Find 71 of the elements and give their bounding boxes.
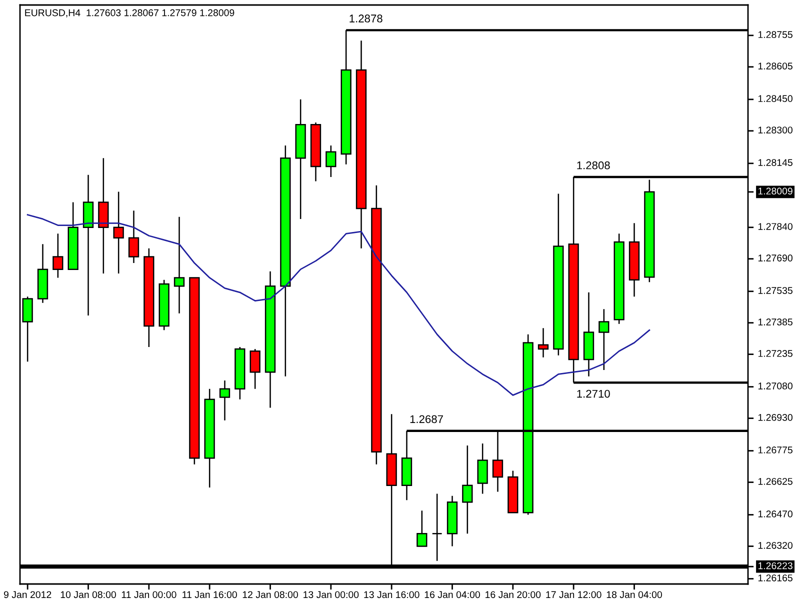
candlestick xyxy=(113,191,124,274)
candlestick xyxy=(158,279,170,331)
candlestick xyxy=(204,388,215,488)
y-tick-label: 1.26223 xyxy=(758,562,792,570)
candlestick xyxy=(432,493,442,562)
y-tick-label: 1.26470 xyxy=(758,510,792,518)
y-tick-label: 1.27535 xyxy=(758,287,792,294)
candlestick xyxy=(310,122,322,182)
candlestick xyxy=(219,380,230,421)
candlestick xyxy=(326,144,336,178)
candlestick xyxy=(174,216,185,314)
y-tick-label: 1.28009 xyxy=(758,188,792,195)
y-tick-label: 1.26320 xyxy=(758,542,792,549)
x-tick-label: 13 Jan 16:00 xyxy=(364,591,420,598)
y-tick-label: 1.28605 xyxy=(758,62,792,70)
y-tick-label: 1.26775 xyxy=(758,446,792,454)
candlestick xyxy=(598,308,610,371)
y-tick-label: 1.27235 xyxy=(758,350,792,357)
ref-line-label: 1.2878 xyxy=(350,14,382,22)
x-tick-label: 17 Jan 12:00 xyxy=(546,591,602,598)
y-tick-label: 1.26165 xyxy=(758,574,792,582)
chart-title: EURUSD,H4 1.27603 1.28067 1.27579 1.28009 xyxy=(25,9,234,18)
candlestick xyxy=(628,222,640,298)
x-tick-label: 11 Jan 16:00 xyxy=(182,591,237,598)
candlestick xyxy=(98,158,109,274)
candlestick xyxy=(295,98,306,220)
candlestick xyxy=(462,444,473,534)
x-tick-label: 12 Jan 08:00 xyxy=(242,591,298,598)
candlestick xyxy=(234,346,246,400)
y-tick-label: 1.26930 xyxy=(758,414,792,421)
ref-line-label: 1.2687 xyxy=(410,415,443,424)
candlestick xyxy=(68,202,78,270)
candlestick xyxy=(553,193,564,356)
candlestick xyxy=(583,292,594,377)
candlestick xyxy=(280,144,291,377)
x-tick-label: 16 Jan 04:00 xyxy=(424,591,480,598)
candlestick xyxy=(22,296,33,362)
x-tick-label: 10 Jan 08:00 xyxy=(60,591,116,598)
candlestick xyxy=(446,495,458,547)
x-tick-label: 9 Jan 2012 xyxy=(4,591,52,598)
candlestick xyxy=(52,233,64,278)
y-tick-label: 1.27080 xyxy=(758,382,792,390)
y-tick-label: 1.27840 xyxy=(758,223,792,230)
x-tick-label: 13 Jan 00:00 xyxy=(304,591,359,598)
candlestick xyxy=(508,470,518,514)
candlestick xyxy=(82,174,94,316)
ref-line-label: 1.2710 xyxy=(577,390,610,398)
candlestick xyxy=(356,40,367,249)
y-tick-label: 1.27385 xyxy=(758,318,792,326)
x-tick-label: 11 Jan 00:00 xyxy=(122,591,176,598)
candlestick xyxy=(614,233,624,324)
y-tick-label: 1.28145 xyxy=(758,159,792,166)
y-tick-label: 1.28450 xyxy=(758,95,792,102)
candlestick xyxy=(144,248,154,348)
ref-line-label: 1.2808 xyxy=(577,161,610,170)
y-tick-label: 1.26625 xyxy=(758,478,792,485)
y-tick-label: 1.28300 xyxy=(758,126,792,134)
candlestick xyxy=(128,210,140,264)
candlestick xyxy=(37,244,48,304)
candlestick xyxy=(189,277,200,466)
candlestick xyxy=(264,270,276,408)
x-tick-label: 16 Jan 20:00 xyxy=(486,591,541,598)
candlestick xyxy=(477,442,488,494)
line-series xyxy=(26,214,650,396)
y-tick-label: 1.27690 xyxy=(758,254,792,262)
x-tick-label: 18 Jan 04:00 xyxy=(606,591,662,598)
candlestick xyxy=(371,184,382,466)
candlestick xyxy=(538,327,549,358)
candlestick xyxy=(250,348,260,390)
y-tick-label: 1.28755 xyxy=(758,31,792,38)
candlestick xyxy=(416,510,428,547)
